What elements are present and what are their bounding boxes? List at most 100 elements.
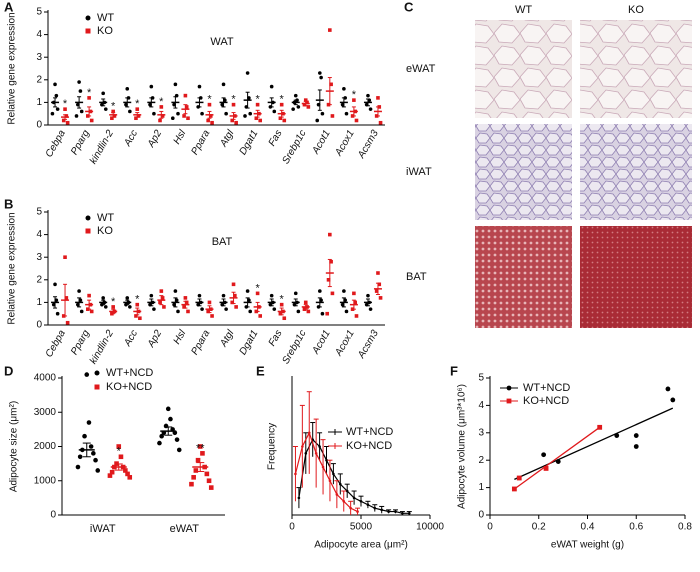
legend-marker: [85, 228, 91, 234]
data-point: [315, 118, 320, 123]
data-point: [325, 311, 330, 316]
significance-mark: *: [135, 294, 140, 306]
x-tick-label: Cebpa: [44, 128, 68, 159]
data-point: [65, 120, 70, 125]
legend-label: WT: [97, 212, 114, 224]
x-tick-label: 5000: [350, 522, 373, 533]
x-axis-label: eWAT weight (g): [551, 540, 624, 551]
x-tick-label: Acc: [122, 328, 140, 349]
data-point: [134, 314, 138, 318]
data-point: [321, 465, 325, 469]
data-point: [173, 82, 178, 87]
data-point: [293, 93, 298, 98]
data-point: [408, 511, 411, 515]
histology-image: [580, 20, 692, 118]
data-point: [152, 307, 156, 311]
data-point: [352, 496, 356, 500]
panel-label: A: [4, 0, 14, 14]
data-point: [65, 320, 70, 325]
y-tick-label: 1: [36, 97, 42, 108]
significance-mark: *: [117, 446, 122, 458]
significance-mark: *: [255, 94, 260, 106]
data-point: [328, 232, 332, 237]
chart-title: BAT: [212, 236, 233, 248]
data-point: [234, 120, 238, 125]
chart-title: WAT: [210, 36, 233, 48]
data-point: [318, 289, 322, 293]
data-point: [55, 311, 60, 316]
data-point: [162, 305, 166, 309]
data-point: [101, 296, 105, 300]
data-point: [61, 118, 66, 123]
data-point: [359, 500, 363, 503]
histology-image: [475, 226, 572, 328]
data-point: [186, 116, 190, 121]
data-point: [112, 114, 117, 118]
y-axis-label: Relative gene expression: [7, 12, 18, 124]
x-tick-label: 0: [487, 522, 493, 533]
data-point: [207, 102, 212, 107]
data-point: [88, 444, 94, 449]
data-point: [248, 309, 253, 314]
histology-image: [580, 124, 692, 220]
significance-mark: *: [255, 282, 260, 294]
data-point: [103, 305, 108, 309]
data-point: [159, 289, 164, 293]
data-point: [158, 300, 162, 305]
data-point: [230, 300, 235, 305]
legend-marker: [85, 28, 91, 34]
data-point: [297, 496, 301, 500]
data-point: [368, 107, 373, 111]
legend-label: WT+NCD: [346, 426, 393, 438]
data-point: [302, 102, 307, 107]
data-point: [224, 307, 228, 311]
data-point: [258, 118, 263, 123]
x-tick-label: Hsl: [172, 328, 189, 347]
data-point: [75, 464, 81, 470]
data-point: [373, 506, 377, 510]
data-point: [269, 84, 274, 89]
data-point: [200, 307, 204, 311]
data-point: [184, 300, 189, 305]
data-point: [77, 454, 83, 460]
data-point: [394, 510, 397, 513]
data-point: [79, 109, 84, 114]
data-point: [149, 293, 154, 298]
data-point: [254, 116, 259, 121]
data-point: [221, 293, 226, 298]
data-point: [353, 300, 357, 305]
data-point: [296, 309, 301, 314]
data-point: [125, 296, 130, 300]
y-axis-label: Relative gene expression: [7, 212, 18, 324]
y-tick-label: 3000: [34, 407, 57, 418]
legend-label: WT+NCD: [523, 382, 570, 394]
x-tick-label: Acsm3: [356, 328, 382, 361]
data-point: [125, 87, 130, 91]
data-point: [93, 457, 98, 463]
data-point: [160, 114, 165, 118]
histology-image: [475, 20, 572, 118]
data-point: [245, 71, 250, 75]
legend-label: WT+NCD: [106, 367, 153, 379]
data-point: [352, 291, 356, 296]
data-point: [136, 114, 141, 118]
data-point: [101, 91, 105, 96]
x-tick-label: Cebpa: [44, 328, 68, 359]
data-point: [345, 489, 349, 493]
data-point: [325, 458, 328, 462]
data-point: [127, 475, 133, 480]
x-tick-label: Fas: [267, 128, 285, 148]
data-point: [342, 500, 346, 503]
data-point: [376, 96, 380, 100]
x-tick-label: Ppara: [189, 128, 212, 157]
data-point: [597, 424, 603, 430]
significance-mark: *: [159, 96, 164, 108]
legend-label: KO: [97, 25, 113, 37]
significance-mark: *: [280, 94, 285, 106]
data-point: [231, 282, 236, 287]
y-tick-label: 5: [36, 7, 42, 18]
x-tick-label: 0.2: [532, 522, 546, 533]
data-point: [329, 82, 333, 87]
x-tick-label: Acot1: [310, 128, 333, 157]
data-point: [665, 386, 671, 392]
